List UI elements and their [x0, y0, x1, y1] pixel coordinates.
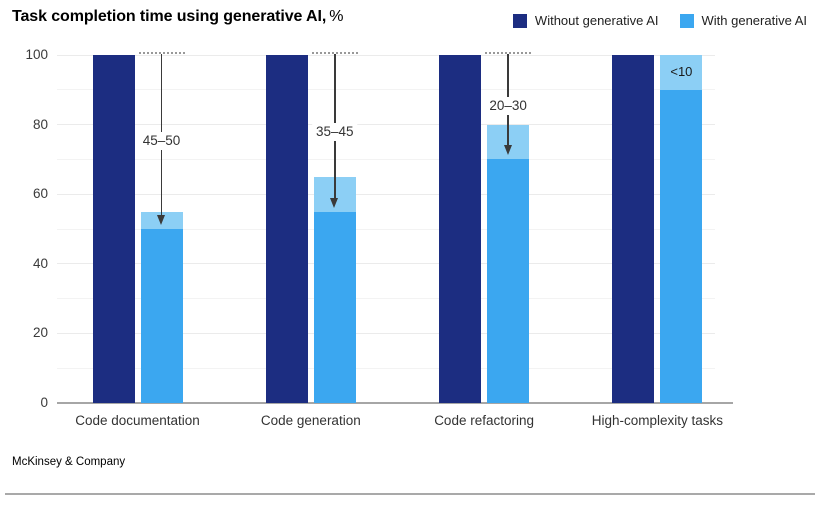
bar-without-generative-ai: [92, 55, 135, 403]
legend-label-with-generative-ai: With generative AI: [701, 13, 808, 28]
reduction-dotted-line: [311, 52, 358, 54]
chart-title: Task completion time using generative AI…: [12, 7, 343, 27]
y-tick-label: 100: [25, 47, 48, 62]
gridline: [57, 298, 715, 300]
x-axis-label: Code refactoring: [434, 413, 534, 428]
y-tick-label: 0: [40, 395, 48, 410]
gridline: [57, 332, 715, 334]
bar-with-generative-ai: [660, 89, 703, 403]
gridline: [57, 158, 715, 160]
legend-label-without-generative-ai: Without generative AI: [534, 13, 659, 28]
reduction-range-label: 20–30: [485, 97, 531, 116]
arrowhead-icon: [503, 145, 512, 156]
reduction-dotted-line: [485, 52, 532, 54]
reduction-dotted-line: [138, 52, 185, 54]
reduction-range-label: 45–50: [138, 132, 185, 150]
gridline: [57, 89, 715, 91]
gridline: [57, 367, 715, 369]
gridline: [57, 228, 715, 230]
gridline: [57, 263, 715, 265]
x-axis-line: [57, 402, 733, 404]
gridline: [57, 193, 715, 195]
arrowhead-icon: [330, 197, 339, 208]
bar-without-generative-ai: [439, 55, 482, 403]
plot-area: 45–50 Code documentation 35–45 Code generat…: [57, 52, 733, 428]
bar-with-generative-ai-range-segment: [660, 55, 703, 90]
x-axis-label: Code generation: [260, 413, 361, 428]
bar-without-generative-ai: [265, 55, 308, 403]
gridline: [57, 54, 715, 56]
bar-without-generative-ai: [612, 55, 655, 403]
y-axis-labels: 0 20 40 60 80 100: [0, 47, 48, 410]
chart-title-main: Task completion time using generative AI…: [12, 8, 327, 25]
reduction-range-label: <10: [670, 64, 693, 80]
y-tick-label: 40: [32, 255, 48, 271]
reduction-range-label: 35–45: [312, 123, 358, 142]
chart-title-unit: %: [329, 8, 344, 25]
bar-with-generative-ai: [140, 229, 183, 403]
legend-swatch-navy-icon: [512, 13, 527, 28]
footer-brand: McKinsey & Company: [12, 456, 126, 468]
bottom-divider: [5, 493, 815, 495]
legend-swatch-lightblue-icon: [679, 13, 694, 28]
legend-item-without-generative-ai: Without generative AI: [512, 13, 659, 28]
y-tick-label: 20: [32, 325, 48, 341]
y-tick-label: 80: [32, 116, 48, 132]
bar-with-generative-ai: [487, 159, 530, 403]
x-axis-label: High-complexity tasks: [591, 413, 724, 428]
gridline: [57, 124, 715, 126]
legend: Without generative AI With generative AI: [512, 13, 808, 28]
bar-with-generative-ai: [313, 211, 356, 403]
x-axis-label: Code documentation: [75, 413, 200, 428]
y-tick-label: 60: [32, 186, 48, 202]
arrowhead-icon: [157, 215, 165, 225]
legend-item-with-generative-ai: With generative AI: [679, 13, 808, 28]
